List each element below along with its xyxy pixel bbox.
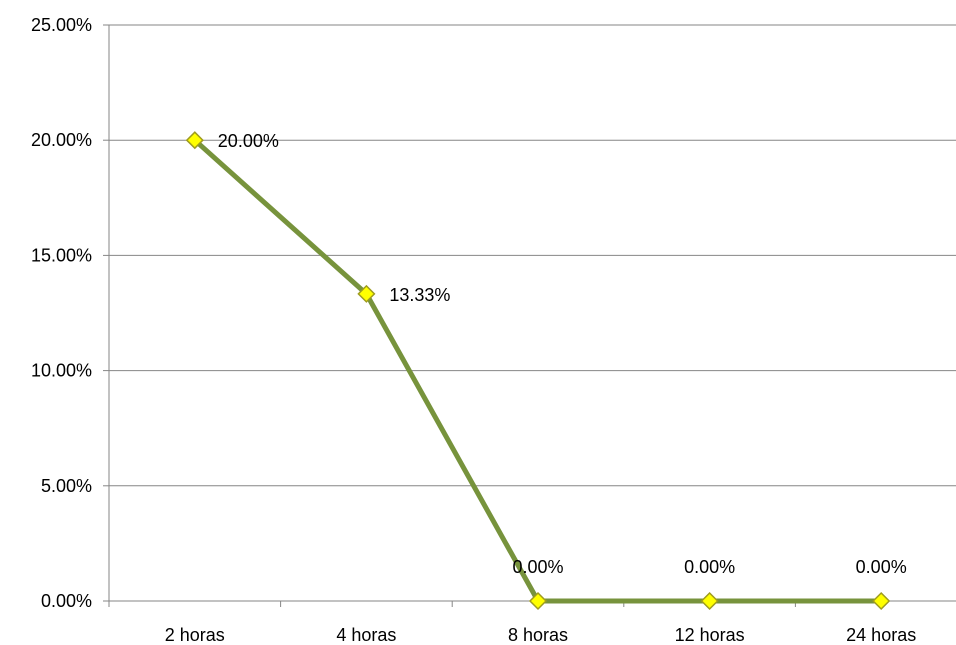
x-tick-label: 4 horas [336,625,396,645]
data-label: 20.00% [218,131,279,151]
data-label: 0.00% [856,557,907,577]
x-tick-label: 24 horas [846,625,916,645]
y-tick-label: 20.00% [31,130,92,150]
data-point-marker [528,591,548,611]
y-tick-label: 0.00% [41,591,92,611]
x-tick-label: 8 horas [508,625,568,645]
data-label: 0.00% [684,557,735,577]
y-axis-tick-labels: 0.00% 5.00% 10.00% 15.00% 20.00% 25.00% [31,15,92,611]
data-point-marker [357,284,376,303]
x-tick-label: 12 horas [675,625,745,645]
y-tick-label: 5.00% [41,476,92,496]
data-label: 13.33% [389,285,450,305]
y-tick-label: 15.00% [31,245,92,265]
x-axis-tick-labels: 2 horas 4 horas 8 horas 12 horas 24 horas [165,625,916,645]
x-tick-label: 2 horas [165,625,225,645]
data-labels: 20.00% 13.33% 0.00% 0.00% 0.00% [218,131,907,577]
data-label: 0.00% [512,557,563,577]
y-tick-label: 10.00% [31,361,92,381]
gridlines [109,24,956,487]
series-markers [185,131,891,611]
axes [103,24,956,607]
data-point-marker [185,131,204,150]
data-point-marker [872,591,891,611]
y-tick-label: 25.00% [31,15,92,35]
data-point-marker [700,591,719,611]
